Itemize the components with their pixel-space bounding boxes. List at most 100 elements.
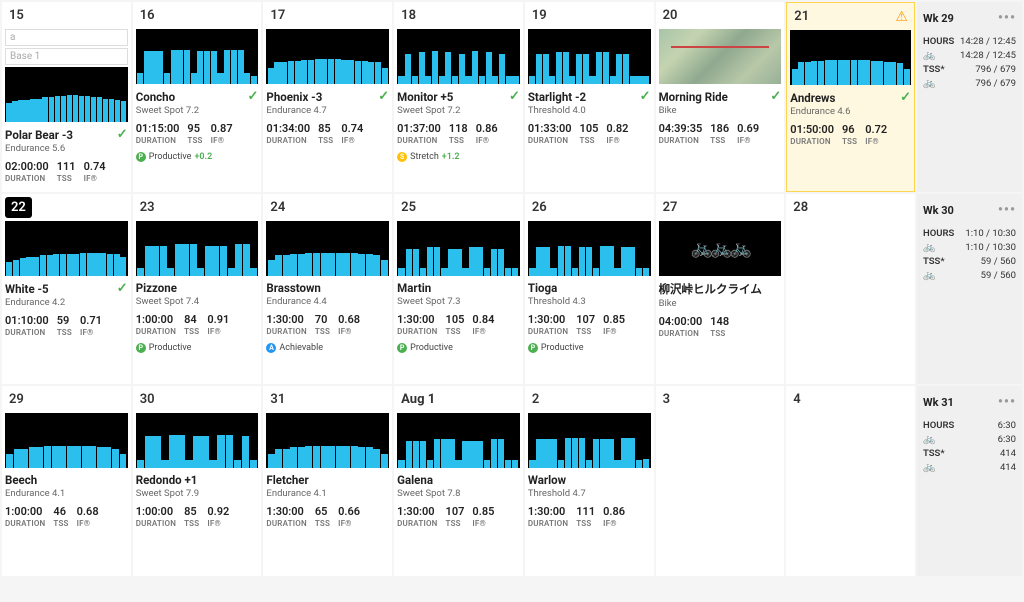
- day-cell[interactable]: 15a Base 1 Polar Bear -3 ✓ Endurance 5.6…: [2, 2, 131, 192]
- day-number[interactable]: 30: [136, 389, 259, 410]
- day-number[interactable]: 15: [5, 5, 128, 26]
- workout-chart-thumb[interactable]: [5, 67, 128, 122]
- day-cell[interactable]: 18 Monitor +5 ✓ Sweet Spot 7.2 01:37:00D…: [394, 2, 523, 192]
- workout-title-row[interactable]: Tioga: [528, 281, 651, 295]
- day-cell[interactable]: 31 Fletcher Endurance 4.1 1:30:00DURATIO…: [263, 386, 392, 576]
- more-icon[interactable]: •••: [998, 202, 1016, 218]
- day-number[interactable]: 16: [136, 5, 259, 26]
- day-number[interactable]: 24: [266, 197, 389, 218]
- workout-icon-thumb[interactable]: 🚲🚲🚲: [659, 221, 782, 276]
- check-icon: ✓: [378, 89, 389, 104]
- if-label: IF®: [606, 136, 628, 146]
- tss-star-label: TSS*: [923, 256, 945, 267]
- workout-chart-thumb[interactable]: [266, 221, 389, 276]
- day-cell[interactable]: 24 Brasstown Endurance 4.4 1:30:00DURATI…: [263, 194, 392, 384]
- day-number[interactable]: 3: [659, 389, 782, 410]
- workout-name: Fletcher: [266, 473, 308, 487]
- text-input[interactable]: a: [5, 29, 128, 46]
- day-cell[interactable]: 28: [786, 194, 915, 384]
- workout-title-row[interactable]: Phoenix -3 ✓: [266, 89, 389, 104]
- workout-title-row[interactable]: Fletcher: [266, 473, 389, 487]
- day-cell[interactable]: 26 Tioga Threshold 4.3 1:30:00DURATION 1…: [525, 194, 654, 384]
- if-label: IF®: [207, 327, 229, 337]
- day-cell[interactable]: Aug 1 Galena Sweet Spot 7.8 1:30:00DURAT…: [394, 386, 523, 576]
- check-icon: ✓: [117, 281, 128, 296]
- day-cell[interactable]: 2 Warlow Threshold 4.7 1:30:00DURATION 1…: [525, 386, 654, 576]
- workout-title-row[interactable]: Pizzone: [136, 281, 259, 295]
- workout-chart-thumb[interactable]: [397, 413, 520, 468]
- workout-title-row[interactable]: Monitor +5 ✓: [397, 89, 520, 104]
- day-number[interactable]: 29: [5, 389, 128, 410]
- workout-title-row[interactable]: Redondo +1: [136, 473, 259, 487]
- day-cell[interactable]: 29 Beech Endurance 4.1 1:00:00DURATION 4…: [2, 386, 131, 576]
- day-number[interactable]: 18: [397, 5, 520, 26]
- day-cell[interactable]: 16 Concho ✓ Sweet Spot 7.2 01:15:00DURAT…: [133, 2, 262, 192]
- workout-chart-thumb[interactable]: [5, 221, 128, 276]
- workout-subtitle: Endurance 4.4: [266, 296, 389, 307]
- day-cell[interactable]: ⚠21 Andrews ✓ Endurance 4.6 01:50:00DURA…: [786, 2, 915, 192]
- day-cell[interactable]: 17 Phoenix -3 ✓ Endurance 4.7 01:34:00DU…: [263, 2, 392, 192]
- day-number[interactable]: 21: [790, 6, 911, 27]
- day-number[interactable]: 20: [659, 5, 782, 26]
- day-number[interactable]: 4: [789, 389, 912, 410]
- workout-title-row[interactable]: Concho ✓: [136, 89, 259, 104]
- day-number[interactable]: 28: [789, 197, 912, 218]
- day-cell[interactable]: 22 White -5 ✓ Endurance 4.2 01:10:00DURA…: [2, 194, 131, 384]
- workout-chart-thumb[interactable]: [528, 221, 651, 276]
- duration-value: 1:30:00: [397, 313, 437, 327]
- day-number[interactable]: Aug 1: [397, 389, 520, 410]
- workout-title-row[interactable]: Starlight -2 ✓: [528, 89, 651, 104]
- day-cell[interactable]: 19 Starlight -2 ✓ Threshold 4.0 01:33:00…: [525, 2, 654, 192]
- duration-label: DURATION: [136, 519, 176, 529]
- tss-value: 107: [446, 505, 465, 519]
- day-cell[interactable]: 27 🚲🚲🚲 柳沢峠ヒルクライム Bike 04:00:00DURATION 1…: [656, 194, 785, 384]
- day-number[interactable]: 19: [528, 5, 651, 26]
- workout-chart-thumb[interactable]: [528, 413, 651, 468]
- warning-icon[interactable]: ⚠: [895, 9, 908, 25]
- workout-stats: 1:30:00DURATION 70TSS 0.68IF®: [266, 313, 389, 337]
- workout-chart-thumb[interactable]: [397, 29, 520, 84]
- day-cell[interactable]: 4: [786, 386, 915, 576]
- workout-title-row[interactable]: Beech: [5, 473, 128, 487]
- workout-stats: 04:00:00DURATION 148TSS: [659, 315, 782, 339]
- workout-title-row[interactable]: Brasstown: [266, 281, 389, 295]
- workout-title-row[interactable]: Martin: [397, 281, 520, 295]
- workout-chart-thumb[interactable]: [266, 29, 389, 84]
- day-cell[interactable]: 30 Redondo +1 Sweet Spot 7.9 1:00:00DURA…: [133, 386, 262, 576]
- day-number[interactable]: 26: [528, 197, 651, 218]
- day-number[interactable]: 23: [136, 197, 259, 218]
- workout-chart-thumb[interactable]: [136, 221, 259, 276]
- day-number[interactable]: 31: [266, 389, 389, 410]
- workout-chart-thumb[interactable]: [528, 29, 651, 84]
- tss-star-value: 59 / 560: [981, 256, 1016, 267]
- workout-chart-thumb[interactable]: [790, 30, 911, 85]
- day-cell[interactable]: 20 Morning Ride ✓ Bike 04:39:35DURATION …: [656, 2, 785, 192]
- day-cell[interactable]: 23 Pizzone Sweet Spot 7.4 1:00:00DURATIO…: [133, 194, 262, 384]
- day-number[interactable]: 25: [397, 197, 520, 218]
- workout-title-row[interactable]: Andrews ✓: [790, 90, 911, 105]
- workout-map-thumb[interactable]: [659, 29, 782, 84]
- if-label: IF®: [207, 519, 229, 529]
- workout-title-row[interactable]: Warlow: [528, 473, 651, 487]
- workout-title-row[interactable]: Galena: [397, 473, 520, 487]
- base-input[interactable]: Base 1: [5, 48, 128, 65]
- workout-name: Andrews: [790, 91, 835, 105]
- workout-chart-thumb[interactable]: [266, 413, 389, 468]
- workout-chart-thumb[interactable]: [5, 413, 128, 468]
- workout-title-row[interactable]: White -5 ✓: [5, 281, 128, 296]
- day-number[interactable]: 27: [659, 197, 782, 218]
- workout-chart-thumb[interactable]: [136, 413, 259, 468]
- day-number[interactable]: 17: [266, 5, 389, 26]
- workout-title-row[interactable]: 柳沢峠ヒルクライム: [659, 281, 782, 297]
- workout-chart-thumb[interactable]: [397, 221, 520, 276]
- day-number[interactable]: 22: [5, 197, 32, 218]
- day-cell[interactable]: 25 Martin Sweet Spot 7.3 1:30:00DURATION…: [394, 194, 523, 384]
- day-cell[interactable]: 3: [656, 386, 785, 576]
- more-icon[interactable]: •••: [998, 394, 1016, 410]
- workout-title-row[interactable]: Polar Bear -3 ✓: [5, 127, 128, 142]
- workout-title-row[interactable]: Morning Ride ✓: [659, 89, 782, 104]
- more-icon[interactable]: •••: [998, 10, 1016, 26]
- tss-value: 105: [446, 313, 465, 327]
- workout-chart-thumb[interactable]: [136, 29, 259, 84]
- day-number[interactable]: 2: [528, 389, 651, 410]
